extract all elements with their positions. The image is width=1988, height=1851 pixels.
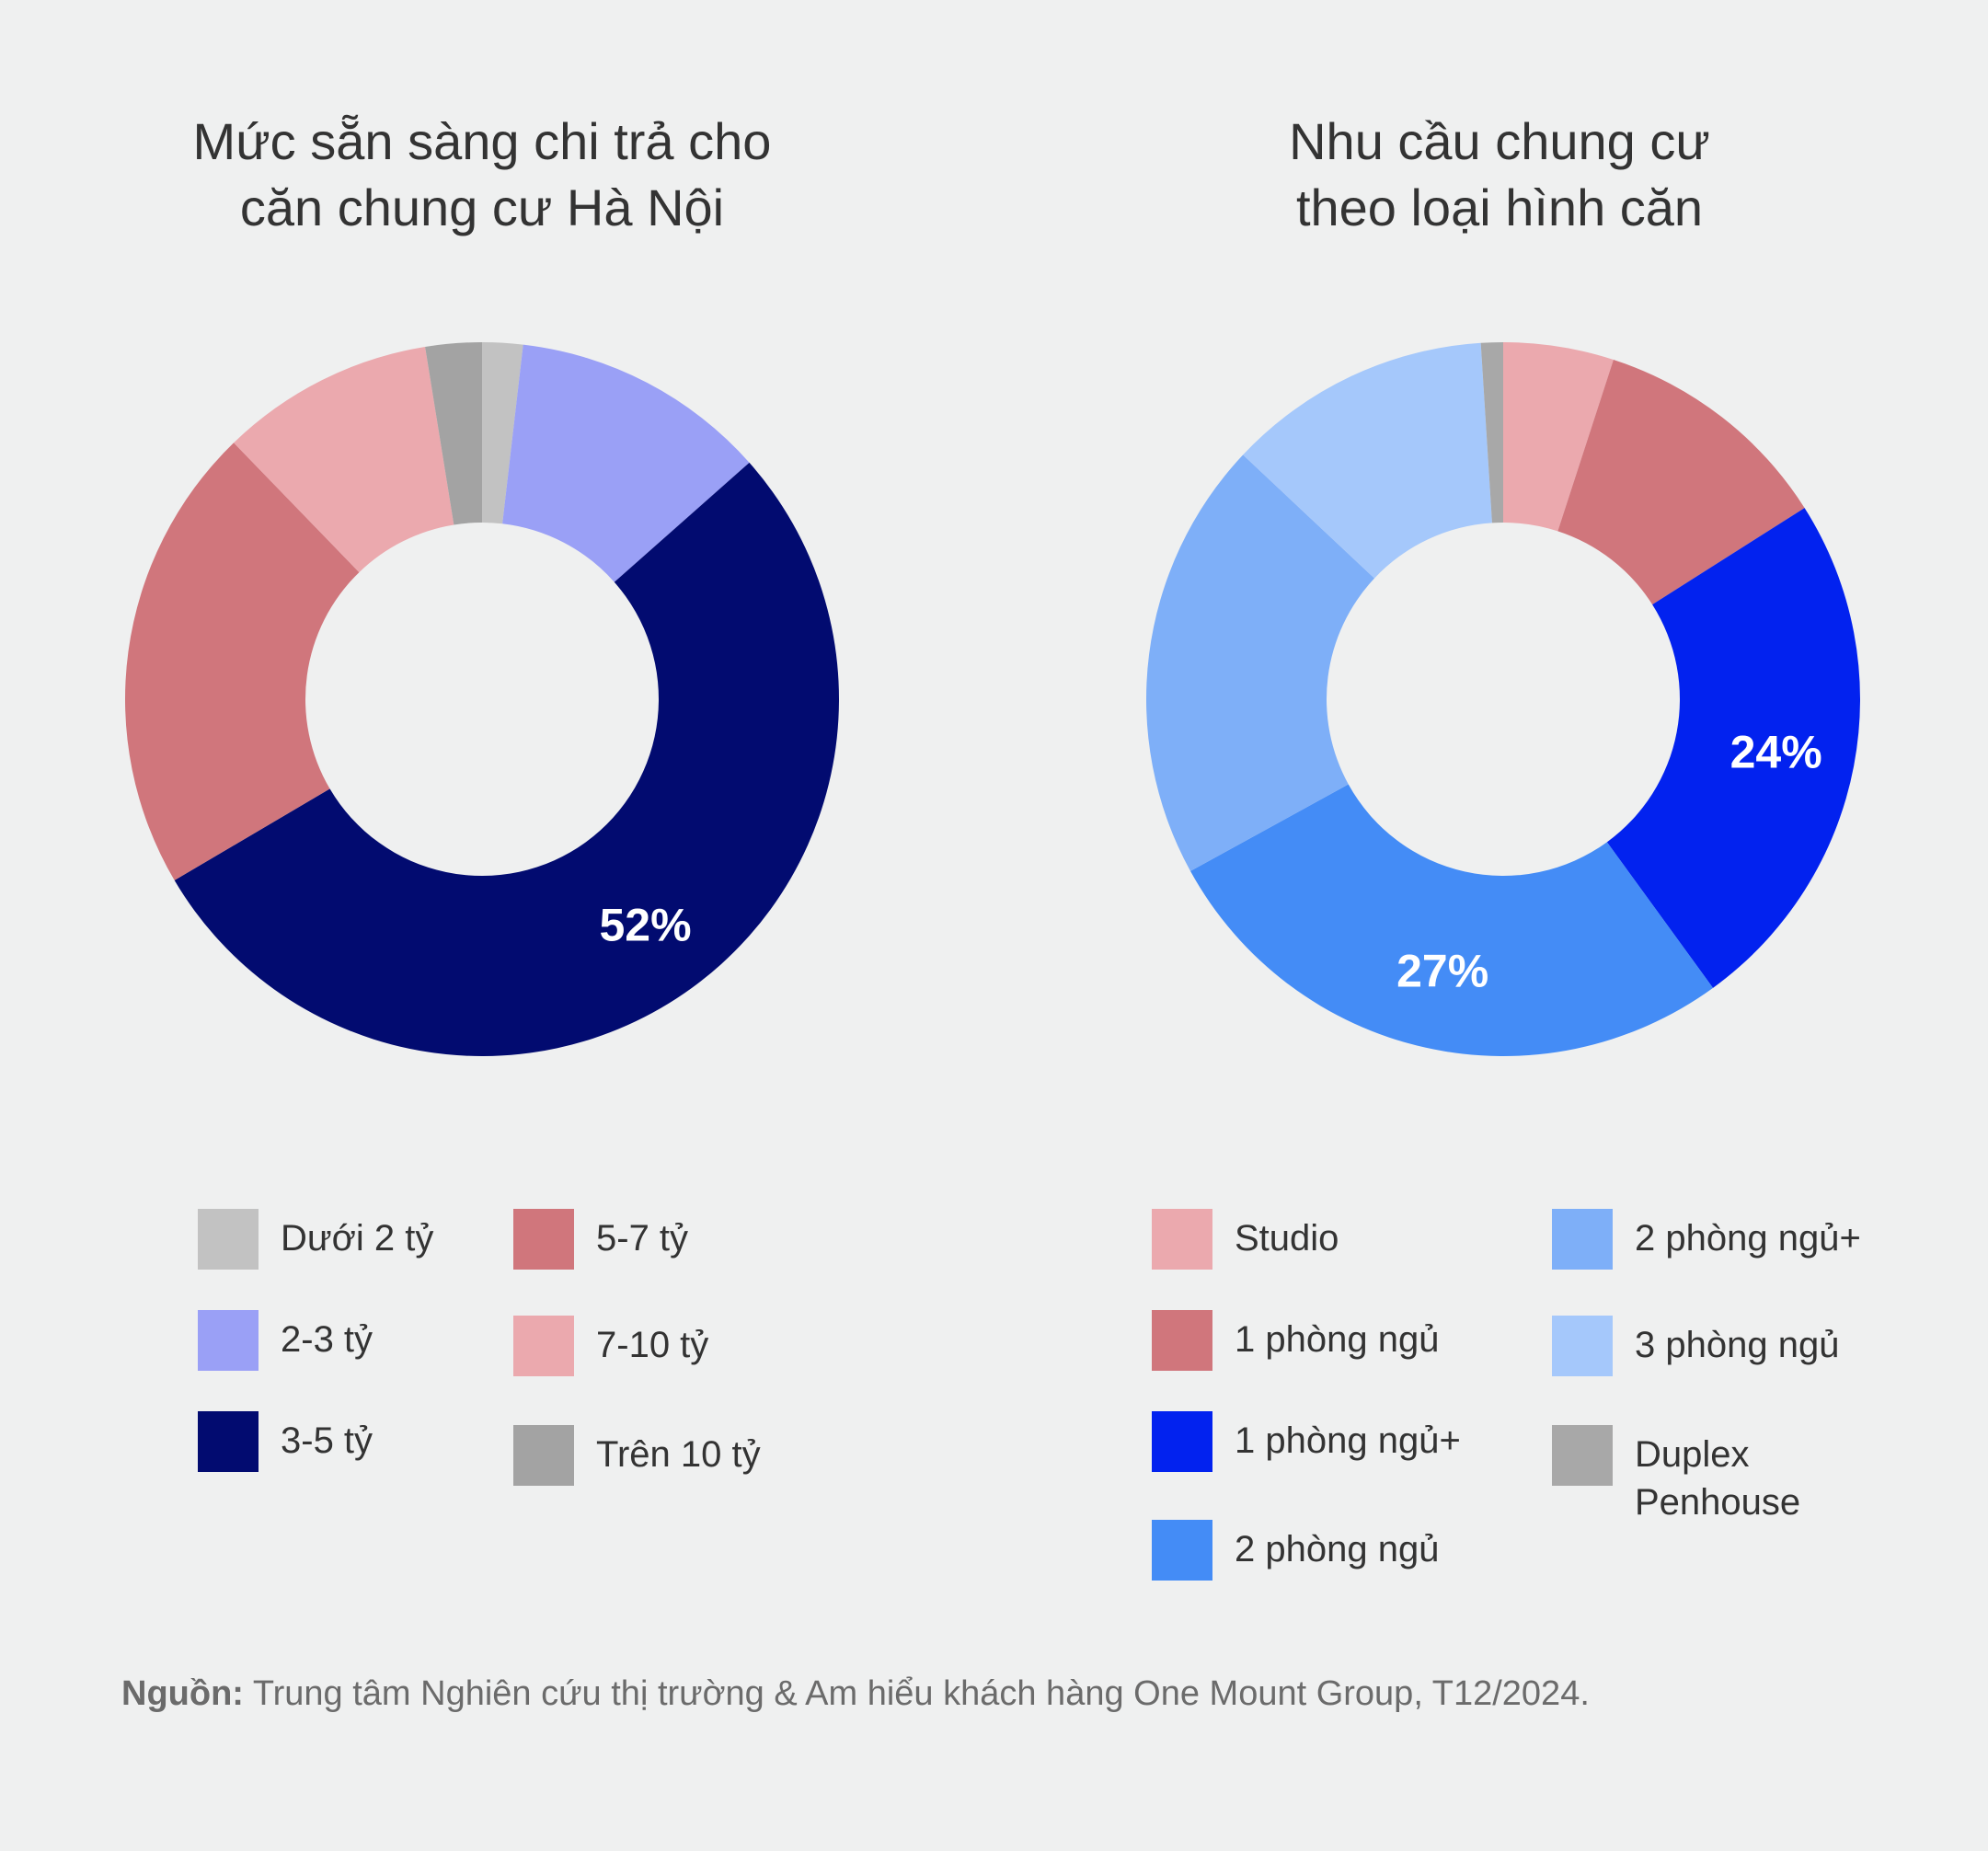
legend-label: 2 phòng ngủ <box>1235 1520 1439 1573</box>
legend-label: 1 phòng ngủ+ <box>1235 1411 1461 1465</box>
legend-label: 7-10 tỷ <box>596 1316 708 1369</box>
legend-right-item-2br-plus: 2 phòng ngủ+ <box>1552 1209 1861 1270</box>
source-note: Nguồn: Trung tâm Nghiên cứu thị trường &… <box>121 1674 1590 1714</box>
legend-right-item-1br: 1 phòng ngủ <box>1152 1310 1439 1371</box>
legend-swatch <box>198 1209 259 1270</box>
legend-label: 2 phòng ngủ+ <box>1635 1209 1861 1262</box>
legend-left-item-under-2: Dưới 2 tỷ <box>198 1209 433 1270</box>
legend-left-item-5-7: 5-7 tỷ <box>513 1209 688 1270</box>
donut-charts: 52% 24% 27% <box>0 0 1988 1150</box>
legend-swatch <box>1152 1520 1212 1581</box>
legend-swatch <box>513 1316 574 1376</box>
legend-label: 3-5 tỷ <box>281 1411 373 1465</box>
donut-left-data-label-2: 52% <box>599 899 691 950</box>
legend-swatch <box>1552 1316 1613 1376</box>
legend-swatch <box>1152 1209 1212 1270</box>
legend-label: 5-7 tỷ <box>596 1209 688 1262</box>
legend-left-item-3-5: 3-5 tỷ <box>198 1411 373 1472</box>
legend-label: Dưới 2 tỷ <box>281 1209 433 1262</box>
legend-label: 1 phòng ngủ <box>1235 1310 1439 1363</box>
legend-swatch <box>1152 1310 1212 1371</box>
legend-swatch <box>1552 1209 1613 1270</box>
legend-left-item-over-10: Trên 10 tỷ <box>513 1425 761 1486</box>
legend-left-item-7-10: 7-10 tỷ <box>513 1316 708 1376</box>
legend-left-item-2-3: 2-3 tỷ <box>198 1310 373 1371</box>
legend-right-item-2br: 2 phòng ngủ <box>1152 1520 1439 1581</box>
donut-right-data-label-3: 27% <box>1396 946 1488 997</box>
source-text: Trung tâm Nghiên cứu thị trường & Am hiể… <box>244 1674 1590 1713</box>
donut-right-data-label-2: 24% <box>1730 727 1822 778</box>
legend-right-item-duplex: Duplex Penhouse <box>1552 1425 1800 1526</box>
legend-right-item-studio: Studio <box>1152 1209 1339 1270</box>
legend-swatch <box>1152 1411 1212 1472</box>
legend-swatch <box>513 1425 574 1486</box>
legend-label: Studio <box>1235 1209 1339 1262</box>
legend-swatch <box>198 1411 259 1472</box>
legend-label: 3 phòng ngủ <box>1635 1316 1839 1369</box>
legend-right-item-1br-plus: 1 phòng ngủ+ <box>1152 1411 1461 1472</box>
legend-label: Duplex Penhouse <box>1635 1425 1800 1526</box>
legend-swatch <box>1552 1425 1613 1486</box>
source-label: Nguồn: <box>121 1674 244 1713</box>
legend-right-item-3br: 3 phòng ngủ <box>1552 1316 1839 1376</box>
legend-swatch <box>513 1209 574 1270</box>
legend-swatch <box>198 1310 259 1371</box>
legend-label: Trên 10 tỷ <box>596 1425 761 1478</box>
legend-label: 2-3 tỷ <box>281 1310 373 1363</box>
